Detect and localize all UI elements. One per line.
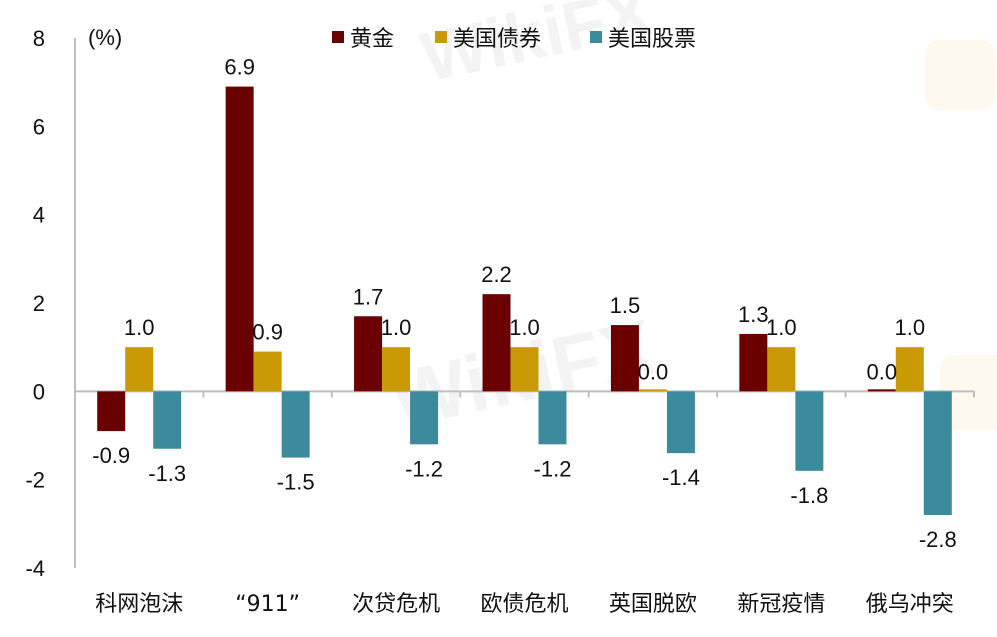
category-labels: 科网泡沫 “911” 次贷危机 欧债危机 英国脱欧 新冠疫情 俄乌冲突 [95,592,954,617]
bar-2-6 [923,391,952,515]
y-tick-label: -4 [25,556,45,581]
bar-1-0 [125,347,154,392]
bar-1-3 [510,347,539,392]
data-labels: -0.9 1.0 -1.3 6.9 0.9 -1.5 1.7 1.0 -1.2 2.2 1.0 -1.… [92,55,956,552]
bar-2-5 [795,391,824,471]
bar-2-3 [538,391,567,445]
data-label: 0.0 [638,359,669,384]
bar-1-2 [382,347,411,392]
bar-1-4 [638,389,667,392]
bar-2-0 [153,391,182,449]
data-label: 1.0 [381,315,412,340]
category-label: 欧债危机 [480,592,568,617]
category-label: 次贷危机 [352,592,440,617]
data-label: 0.9 [252,320,283,345]
data-label: 1.7 [353,284,384,309]
bar-2-2 [410,391,439,445]
data-label: -1.8 [790,483,828,508]
bar-0-2 [354,316,383,392]
category-label: 英国脱欧 [609,592,697,617]
bar-0-5 [739,333,768,392]
y-tick-label: 0 [33,379,45,404]
data-label: -0.9 [92,443,130,468]
bar-1-6 [895,347,924,392]
data-label: 1.0 [509,315,540,340]
data-label: 1.0 [124,315,155,340]
bar-0-3 [482,294,511,392]
bar-0-0 [97,391,126,432]
legend-swatch-1 [435,31,447,43]
y-tick-label: 2 [33,291,45,316]
legend-swatch-2 [590,31,602,43]
unit-label: (%) [88,25,122,50]
category-label: 俄乌冲突 [866,592,954,617]
y-tick-label: 6 [33,114,45,139]
y-tick-label: -2 [25,468,45,493]
data-label: 6.9 [224,55,255,80]
bar-0-4 [610,325,639,392]
bar-0-1 [225,86,254,392]
data-label: 1.3 [738,302,769,327]
data-label: -1.2 [405,456,443,481]
bar-2-1 [281,391,310,458]
data-label: -1.5 [277,470,315,495]
bar-0-6 [867,389,896,392]
data-label: -2.8 [919,527,957,552]
data-label: 1.0 [766,315,797,340]
category-label: 新冠疫情 [737,592,825,617]
data-label: -1.3 [148,461,186,486]
data-label: 1.5 [610,293,641,318]
y-tick-label: 4 [33,203,45,228]
x-axis [75,390,975,398]
bar-1-5 [767,347,796,392]
category-label: 科网泡沫 [95,592,183,617]
y-tick-label: 8 [33,26,45,51]
bar-1-1 [253,351,282,392]
bar-2-4 [666,391,695,454]
data-label: -1.2 [534,456,572,481]
legend-label: 美国债券 [453,27,541,52]
data-label: -1.4 [662,465,700,490]
legend: 黄金 美国债券 美国股票 [332,27,696,52]
category-label: “911” [235,592,300,617]
bars [97,86,952,515]
legend-swatch-0 [332,31,344,43]
data-label: 2.2 [481,262,512,287]
data-label: 1.0 [894,315,925,340]
legend-label: 黄金 [350,27,394,52]
data-label: 0.0 [866,359,897,384]
y-axis: 8 6 4 2 0 -2 -4 [25,26,76,581]
legend-label: 美国股票 [608,27,696,52]
